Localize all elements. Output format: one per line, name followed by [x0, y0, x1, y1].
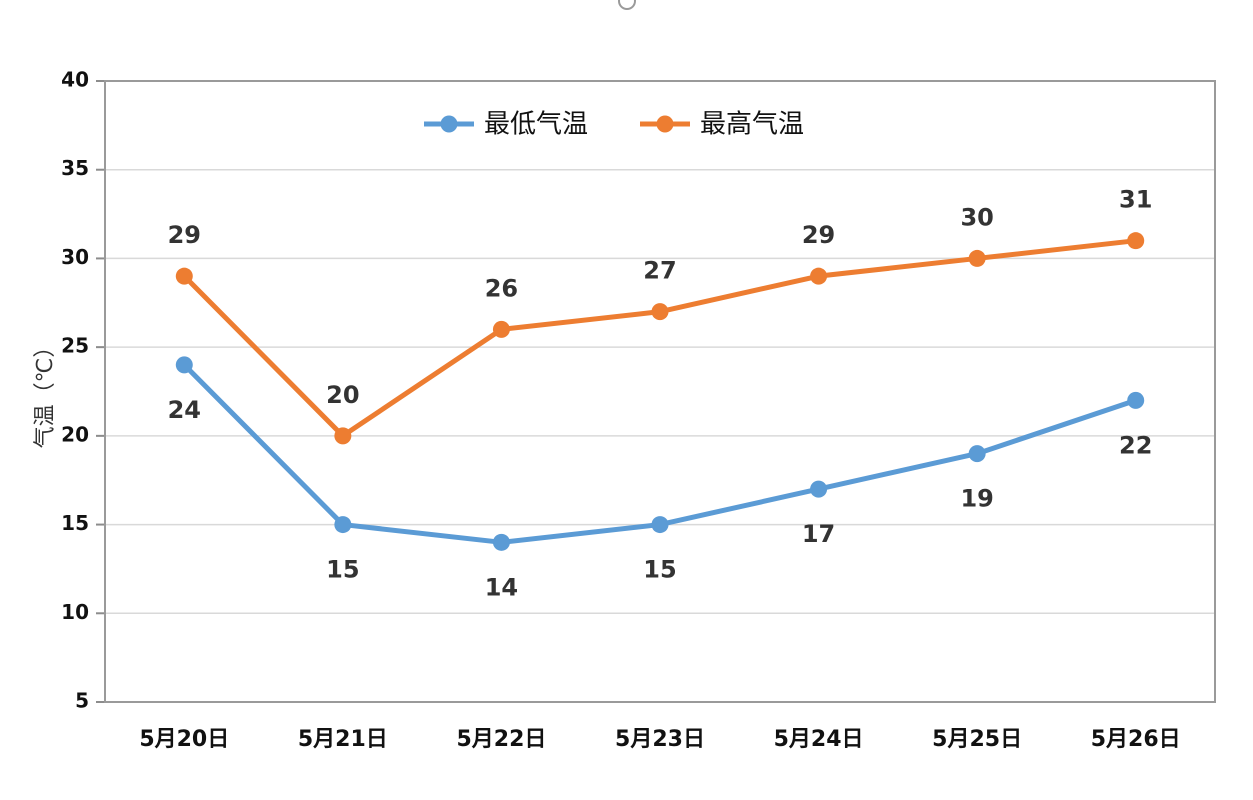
data-label: 29	[802, 221, 835, 249]
data-label: 30	[960, 203, 993, 231]
data-point-marker[interactable]	[810, 267, 828, 285]
data-label: 14	[485, 573, 518, 601]
data-label: 15	[326, 556, 359, 584]
gridlines	[105, 80, 1215, 615]
legend-label: 最高气温	[700, 110, 804, 140]
y-tick-label: 30	[61, 245, 89, 269]
data-label: 22	[1119, 431, 1152, 459]
data-point-marker[interactable]	[1127, 391, 1145, 409]
data-point-marker[interactable]	[810, 480, 828, 498]
y-tick-label: 20	[61, 422, 89, 446]
resize-handle[interactable]	[618, 0, 636, 10]
legend: 最低气温 最高气温	[424, 110, 804, 140]
legend-marker-icon	[656, 115, 674, 133]
x-category-label: 5月26日	[1091, 727, 1181, 752]
data-label: 26	[485, 274, 518, 302]
x-category-label: 5月20日	[139, 727, 229, 752]
x-category-label: 5月24日	[774, 727, 864, 752]
y-axis-title: 气温（℃）	[33, 336, 58, 449]
legend-label: 最低气温	[484, 110, 588, 140]
data-label: 20	[326, 381, 359, 409]
y-tick-label: 5	[75, 689, 89, 713]
legend-entry[interactable]: 最低气温	[424, 110, 588, 140]
legend-entry[interactable]: 最高气温	[640, 110, 804, 140]
data-point-marker[interactable]	[968, 249, 986, 267]
x-category-label: 5月22日	[456, 727, 546, 752]
y-tick-label: 10	[61, 600, 89, 624]
x-category-label: 5月23日	[615, 727, 705, 752]
data-point-marker[interactable]	[492, 320, 510, 338]
data-point-marker[interactable]	[651, 516, 669, 534]
plot-area-border	[104, 80, 1216, 703]
data-label: 31	[1119, 186, 1152, 214]
data-label: 19	[960, 485, 993, 513]
data-point-marker[interactable]	[968, 445, 986, 463]
data-point-marker[interactable]	[175, 356, 193, 374]
y-tick-label: 25	[61, 334, 89, 358]
data-label: 27	[643, 257, 676, 285]
data-point-marker[interactable]	[175, 267, 193, 285]
data-label: 29	[168, 221, 201, 249]
data-label: 24	[168, 396, 201, 424]
legend-marker-icon	[440, 115, 458, 133]
y-tick-label: 35	[61, 156, 89, 180]
x-axis: 5月20日 5月21日 5月22日 5月23日 5月24日 5月25日 5月26日	[139, 727, 1180, 752]
x-category-label: 5月25日	[932, 727, 1022, 752]
series-layer	[175, 232, 1145, 551]
y-tick-label: 40	[61, 68, 89, 92]
data-label: 17	[802, 520, 835, 548]
x-category-label: 5月21日	[298, 727, 388, 752]
data-label: 15	[643, 556, 676, 584]
data-point-marker[interactable]	[1127, 232, 1145, 250]
data-point-marker[interactable]	[334, 427, 352, 445]
y-axis: 5 10 15 20 25 30 35 40	[61, 68, 1216, 713]
y-tick-label: 15	[61, 511, 89, 535]
data-point-marker[interactable]	[492, 533, 510, 551]
data-labels: 24 15 14 15 17 19 22 29 20 26 27 29 30 31	[168, 186, 1153, 602]
data-point-marker[interactable]	[334, 516, 352, 534]
data-point-marker[interactable]	[651, 303, 669, 321]
